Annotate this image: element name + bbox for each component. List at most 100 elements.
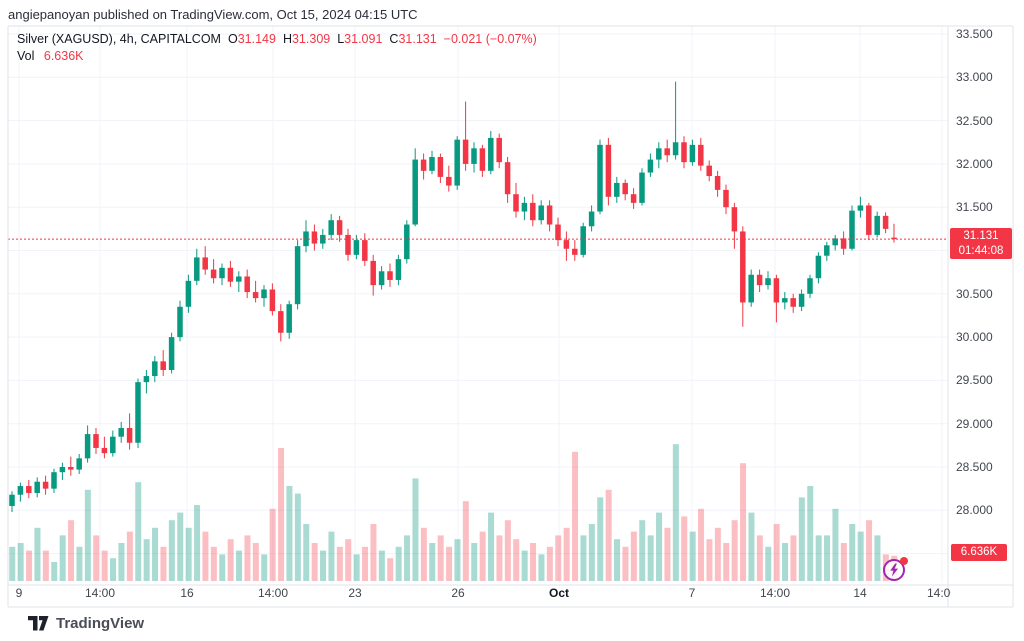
volume-bar (446, 546, 453, 581)
volume-bar (210, 546, 217, 581)
time-scale[interactable]: 9 14:00 16 14:00 23 26 Oct 7 14:00 14 14:00 (0, 586, 951, 606)
volume-bar (219, 554, 226, 581)
candle-body (647, 159, 654, 173)
price-axis-label: 28.500 (956, 460, 993, 474)
volume-bar (404, 535, 411, 581)
volume-label: Vol (17, 49, 35, 63)
candle-body (219, 267, 225, 279)
candle-body (143, 376, 150, 383)
volume-bar (815, 535, 822, 581)
candle-body (597, 144, 603, 212)
volume-bar (51, 562, 58, 581)
volume-badge: 6.636K (951, 544, 1007, 561)
volume-bar (664, 527, 671, 581)
candle-body (563, 240, 570, 249)
candle-body (101, 447, 108, 454)
tradingview-logo-icon (28, 615, 49, 630)
candle-body (773, 278, 780, 303)
volume-bar (17, 543, 24, 581)
time-axis-label: 14 (853, 586, 867, 600)
candle-body (278, 311, 284, 333)
candle-body (437, 156, 444, 177)
volume-bar (101, 550, 108, 581)
candle-body (26, 486, 32, 493)
flash-publish-icon[interactable] (883, 557, 908, 581)
volume-bar (689, 531, 696, 581)
candle-body (765, 278, 771, 286)
volume-bar (479, 531, 486, 581)
volume-bar (714, 527, 721, 581)
candle-body (345, 234, 351, 255)
volume-bar (866, 520, 873, 581)
volume-bar (437, 535, 444, 581)
tradingview-branding[interactable]: TradingView (28, 613, 144, 633)
candle-body (479, 148, 486, 171)
candle-body (689, 144, 696, 163)
volume-bar (362, 546, 369, 581)
volume-bar (832, 508, 839, 581)
candle-body (236, 276, 242, 282)
candle-body (294, 246, 301, 305)
volume-bar (9, 546, 16, 581)
candle-body (782, 298, 788, 303)
candle-body (605, 144, 612, 197)
legend-row-symbol: Silver (XAGUSD), 4h, CAPITALCOM O31.149 H3… (17, 31, 537, 48)
price-axis-label: 30.500 (956, 286, 993, 301)
candle-body (429, 156, 435, 171)
volume-bar (252, 543, 259, 581)
volume-bar (311, 543, 318, 581)
candle-body (353, 240, 360, 255)
price-axis-label: 33.500 (956, 27, 993, 41)
volume-bar (588, 524, 595, 581)
candle-body (76, 458, 82, 470)
candle-body (496, 137, 502, 163)
volume-bar (34, 527, 41, 581)
time-axis-label: 14:00 (759, 586, 791, 600)
volume-bar (731, 520, 738, 581)
volume-bar (765, 546, 772, 581)
volume-bar (857, 531, 864, 581)
lightning-bolt-icon (890, 563, 898, 577)
price-axis-label: 32.500 (956, 113, 993, 128)
volume-bar (76, 546, 83, 581)
candle-body (420, 159, 427, 171)
time-axis-label: 14:00 (257, 586, 289, 600)
volume-bar (168, 520, 175, 581)
volume-bar (244, 535, 251, 581)
candle-body (93, 434, 99, 448)
volume-bar (521, 550, 528, 581)
candle-series (9, 81, 897, 513)
volume-bar (681, 516, 688, 581)
candle-body (672, 142, 679, 156)
candle-body (311, 231, 318, 244)
ohlc-key: O (227, 32, 238, 46)
volume-bar (320, 550, 327, 581)
volume-bar (538, 554, 545, 581)
price-axis-label: 30.000 (956, 330, 993, 345)
volume-bar (135, 482, 142, 581)
candle-body (706, 165, 712, 177)
candle-body (656, 148, 662, 160)
volume-bar (555, 535, 562, 581)
symbol-title[interactable]: Silver (XAGUSD), 4h, CAPITALCOM (17, 32, 221, 46)
ohlc-key: C (389, 32, 399, 46)
candle-body (572, 248, 578, 255)
volume-bar (294, 493, 301, 581)
ohlc-key: H (282, 32, 292, 46)
tradingview-logo-text: TradingView (56, 614, 145, 632)
candle-body (320, 234, 326, 244)
time-axis-label: 16 (180, 586, 194, 600)
candle-body (580, 226, 586, 255)
volume-bar (580, 535, 587, 581)
candle-body (630, 194, 637, 203)
volume-bar (698, 508, 705, 581)
candle-body (588, 211, 595, 227)
candle-body (740, 231, 746, 303)
volume-bar (261, 554, 268, 581)
candle-body (798, 293, 805, 307)
volume-bar (152, 527, 159, 581)
candle-body (328, 220, 334, 235)
candle-body (17, 486, 24, 495)
candle-body (538, 205, 544, 221)
